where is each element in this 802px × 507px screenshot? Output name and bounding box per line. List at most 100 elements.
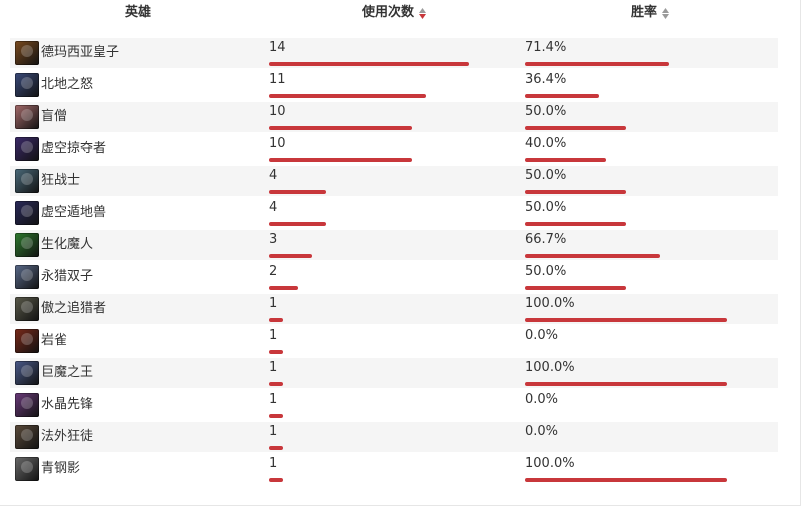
table-row: 狂战士 4 50.0%	[10, 166, 778, 196]
hero-avatar[interactable]	[15, 361, 39, 385]
winrate-bar	[525, 94, 599, 98]
winrate-value: 71.4%	[525, 40, 567, 55]
uses-count: 2	[269, 264, 278, 279]
table-row: 岩雀 1 0.0%	[10, 326, 778, 356]
hero-name[interactable]: 生化魔人	[41, 237, 94, 252]
column-header-uses[interactable]: 使用次数	[266, 0, 522, 26]
table-row: 生化魔人 3 66.7%	[10, 230, 778, 260]
hero-avatar[interactable]	[15, 73, 39, 97]
uses-count: 1	[269, 360, 278, 375]
winrate-value: 0.0%	[525, 328, 559, 343]
hero-avatar[interactable]	[15, 457, 39, 481]
hero-avatar[interactable]	[15, 233, 39, 257]
uses-bar	[269, 158, 412, 162]
table-row: 德玛西亚皇子 14 71.4%	[10, 38, 778, 68]
winrate-bar	[525, 62, 669, 66]
winrate-value: 100.0%	[525, 296, 575, 311]
hero-name[interactable]: 水晶先锋	[41, 397, 94, 412]
winrate-bar	[525, 478, 727, 482]
sort-down-icon	[419, 13, 426, 19]
hero-name[interactable]: 青钢影	[41, 461, 81, 476]
column-header-hero: 英雄	[10, 0, 266, 26]
winrate-value: 0.0%	[525, 424, 559, 439]
table-row: 虚空遁地兽 4 50.0%	[10, 198, 778, 228]
sort-up-icon	[662, 7, 669, 13]
hero-name[interactable]: 虚空遁地兽	[41, 205, 107, 220]
hero-name[interactable]: 永猎双子	[41, 269, 94, 284]
column-header-hero-label: 英雄	[124, 5, 151, 20]
winrate-value: 50.0%	[525, 200, 567, 215]
winrate-value: 100.0%	[525, 456, 575, 471]
uses-count: 1	[269, 392, 278, 407]
hero-avatar[interactable]	[15, 393, 39, 417]
uses-count: 4	[269, 200, 278, 215]
hero-name[interactable]: 盲僧	[41, 109, 68, 124]
uses-bar	[269, 446, 283, 450]
uses-count: 10	[269, 104, 286, 119]
winrate-value: 36.4%	[525, 72, 567, 87]
column-header-winrate[interactable]: 胜率	[522, 0, 778, 26]
table-row: 法外狂徒 1 0.0%	[10, 422, 778, 452]
hero-name[interactable]: 狂战士	[41, 173, 81, 188]
winrate-bar	[525, 190, 626, 194]
uses-bar	[269, 62, 469, 66]
winrate-bar	[525, 254, 660, 258]
uses-bar	[269, 478, 283, 482]
winrate-bar	[525, 126, 626, 130]
uses-bar	[269, 126, 412, 130]
uses-count: 11	[269, 72, 286, 87]
sort-up-icon	[419, 7, 426, 13]
hero-avatar[interactable]	[15, 425, 39, 449]
hero-name[interactable]: 法外狂徒	[41, 429, 94, 444]
uses-bar	[269, 254, 312, 258]
hero-avatar[interactable]	[15, 137, 39, 161]
hero-avatar[interactable]	[15, 265, 39, 289]
uses-count: 4	[269, 168, 278, 183]
uses-bar	[269, 414, 283, 418]
uses-count: 14	[269, 40, 286, 55]
table-row: 巨魔之王 1 100.0%	[10, 358, 778, 388]
uses-bar	[269, 286, 298, 290]
table-row: 永猎双子 2 50.0%	[10, 262, 778, 292]
hero-name[interactable]: 虚空掠夺者	[41, 141, 107, 156]
hero-name[interactable]: 傲之追猎者	[41, 301, 107, 316]
winrate-value: 40.0%	[525, 136, 567, 151]
winrate-bar	[525, 382, 727, 386]
uses-bar	[269, 94, 426, 98]
uses-count: 10	[269, 136, 286, 151]
winrate-value: 50.0%	[525, 168, 567, 183]
hero-name[interactable]: 岩雀	[41, 333, 68, 348]
uses-count: 1	[269, 424, 278, 439]
sort-icon	[419, 7, 426, 19]
winrate-value: 66.7%	[525, 232, 567, 247]
hero-name[interactable]: 巨魔之王	[41, 365, 94, 380]
table-row: 北地之怒 11 36.4%	[10, 70, 778, 100]
winrate-value: 100.0%	[525, 360, 575, 375]
table-row: 盲僧 10 50.0%	[10, 102, 778, 132]
uses-bar	[269, 382, 283, 386]
hero-avatar[interactable]	[15, 41, 39, 65]
column-header-uses-label: 使用次数	[361, 5, 414, 20]
winrate-value: 0.0%	[525, 392, 559, 407]
column-header-winrate-label: 胜率	[630, 5, 657, 20]
hero-avatar[interactable]	[15, 105, 39, 129]
uses-bar	[269, 190, 326, 194]
sort-icon	[662, 7, 669, 19]
hero-avatar[interactable]	[15, 201, 39, 225]
uses-count: 1	[269, 456, 278, 471]
hero-avatar[interactable]	[15, 169, 39, 193]
hero-name[interactable]: 北地之怒	[41, 77, 94, 92]
hero-avatar[interactable]	[15, 297, 39, 321]
uses-bar	[269, 318, 283, 322]
table-row: 虚空掠夺者 10 40.0%	[10, 134, 778, 164]
uses-bar	[269, 222, 326, 226]
winrate-value: 50.0%	[525, 104, 567, 119]
winrate-bar	[525, 286, 626, 290]
hero-name[interactable]: 德玛西亚皇子	[41, 45, 120, 60]
uses-count: 3	[269, 232, 278, 247]
hero-avatar[interactable]	[15, 329, 39, 353]
uses-count: 1	[269, 328, 278, 343]
sort-down-icon	[662, 13, 669, 19]
table-row: 傲之追猎者 1 100.0%	[10, 294, 778, 324]
